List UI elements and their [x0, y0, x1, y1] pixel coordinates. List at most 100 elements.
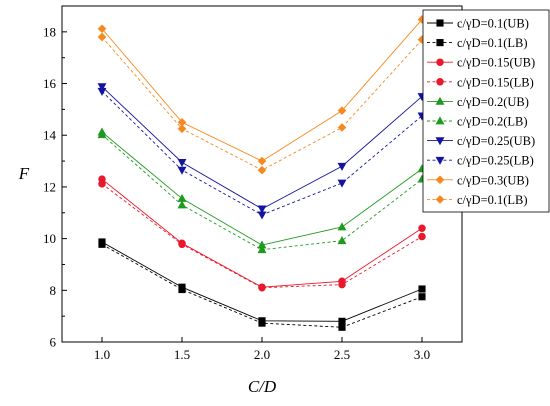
legend-marker: [436, 19, 444, 27]
y-tick-label: 6: [50, 335, 57, 350]
legend-item: c/γD=0.1(LB): [427, 193, 528, 207]
legend-marker: [436, 58, 444, 66]
series-line: [101, 131, 423, 246]
data-point: [418, 224, 426, 233]
data-point: [97, 83, 107, 92]
x-tick-label: 2.0: [254, 347, 270, 362]
data-point: [178, 285, 186, 294]
data-point: [177, 200, 187, 209]
data-point: [257, 245, 267, 254]
legend-label: c/γD=0.1(LB): [457, 193, 528, 207]
data-point: [337, 162, 347, 171]
data-point: [257, 156, 267, 166]
series-line: [101, 90, 423, 216]
legend-marker: [435, 116, 445, 125]
legend-label: c/γD=0.25(LB): [457, 154, 534, 168]
series-3: [98, 180, 426, 292]
legend-marker: [436, 78, 444, 86]
data-point: [177, 158, 187, 167]
series-6: [97, 83, 427, 214]
y-axis-title: F: [18, 164, 30, 183]
legend-label: c/γD=0.15(UB): [457, 56, 535, 70]
y-tick-label: 14: [43, 128, 57, 143]
series-7: [97, 87, 427, 220]
data-point: [97, 32, 107, 42]
legend-marker: [435, 156, 445, 165]
series-2: [98, 175, 426, 291]
legend-item: c/γD=0.15(LB): [427, 75, 534, 89]
legend-item: c/γD=0.2(UB): [427, 95, 529, 109]
legend-label: c/γD=0.15(LB): [457, 75, 534, 89]
series-line: [101, 183, 423, 289]
data-point: [337, 106, 347, 115]
x-tick-label: 1.5: [174, 347, 190, 362]
data-point: [418, 285, 426, 293]
data-point: [337, 236, 347, 245]
legend-item: c/γD=0.1(UB): [427, 17, 529, 31]
data-point: [337, 222, 347, 231]
y-tick-label: 12: [43, 179, 56, 194]
data-point: [337, 179, 347, 188]
x-tick-label: 3.0: [414, 347, 430, 362]
legend-item: c/γD=0.3(UB): [427, 173, 529, 187]
x-axis-title: C/D: [248, 377, 277, 396]
legend: c/γD=0.1(UB) c/γD=0.1(LB) c/γD=0.15(UB) c/γ…: [422, 9, 550, 213]
legend-marker: [436, 39, 444, 47]
series-line: [101, 19, 423, 162]
legend-box: [422, 9, 550, 213]
series-layer: [97, 15, 427, 331]
legend-label: c/γD=0.2(LB): [457, 115, 528, 129]
legend-label: c/γD=0.2(UB): [457, 95, 529, 109]
y-tick-label: 18: [43, 24, 56, 39]
x-tick-label: 1.0: [94, 347, 110, 362]
legend-marker: [435, 175, 445, 185]
x-tick-label: 2.5: [334, 347, 350, 362]
series-5: [97, 130, 427, 254]
legend-item: c/γD=0.25(LB): [427, 154, 534, 168]
series-8: [97, 15, 427, 166]
data-point: [258, 283, 266, 292]
series-4: [97, 127, 427, 249]
y-tick-label: 10: [43, 231, 56, 246]
data-point: [258, 319, 266, 327]
data-point: [257, 211, 267, 220]
data-point: [97, 24, 107, 34]
data-point: [338, 323, 346, 331]
data-point: [338, 280, 346, 289]
data-point: [257, 165, 267, 175]
data-point: [177, 124, 187, 134]
legend-label: c/γD=0.1(LB): [457, 36, 528, 50]
data-point: [338, 317, 346, 325]
data-point: [178, 240, 186, 249]
data-point: [98, 240, 106, 248]
legend-item: c/γD=0.1(LB): [427, 36, 528, 50]
data-point: [418, 232, 426, 241]
legend-marker: [435, 137, 445, 146]
series-line: [101, 36, 423, 171]
legend-item: c/γD=0.15(UB): [427, 56, 535, 70]
series-line: [101, 178, 423, 288]
data-point: [177, 166, 187, 175]
data-point: [418, 293, 426, 301]
series-9: [97, 32, 427, 175]
y-axis: 6 8 10 12 14 16 18: [43, 24, 67, 350]
data-point: [337, 123, 347, 132]
data-point: [257, 205, 267, 214]
data-point: [97, 130, 107, 139]
legend-item: c/γD=0.25(UB): [427, 134, 535, 148]
data-point: [97, 87, 107, 96]
legend-label: c/γD=0.25(UB): [457, 134, 535, 148]
series-line: [101, 134, 423, 251]
legend-marker: [435, 195, 445, 204]
y-tick-label: 8: [50, 283, 57, 298]
series-1: [98, 240, 426, 331]
legend-label: c/γD=0.1(UB): [457, 17, 529, 31]
y-tick-label: 16: [43, 76, 57, 91]
x-axis: 1.0 1.5 2.0 2.5 3.0: [94, 337, 430, 362]
legend-item: c/γD=0.2(LB): [427, 115, 528, 129]
series-line: [101, 86, 423, 210]
legend-label: c/γD=0.3(UB): [457, 173, 529, 187]
series-line: [101, 241, 423, 322]
legend-marker: [435, 96, 445, 105]
